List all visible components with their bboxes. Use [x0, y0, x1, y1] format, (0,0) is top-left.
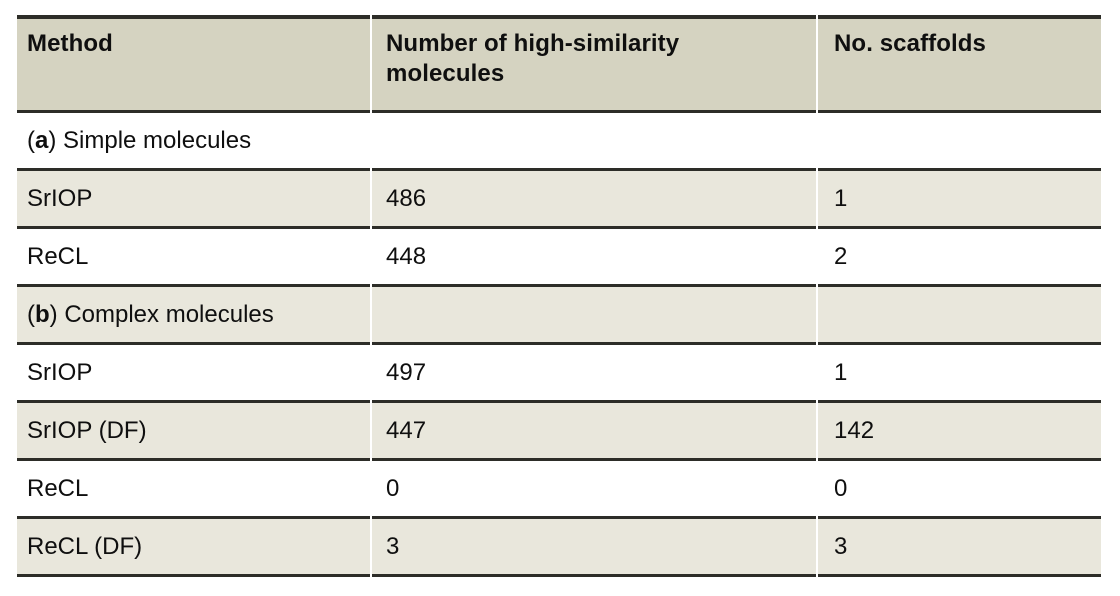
results-table: Method Number of high-similarity molecul…: [15, 15, 1103, 577]
scaffolds-cell: 1: [818, 171, 1101, 229]
column-header-molecules: Number of high-similarity molecules: [372, 15, 816, 113]
table-row: ReCL (DF) 3 3: [17, 519, 1101, 577]
section-b-label-cell: (b) Complex molecules: [17, 287, 370, 345]
method-cell: SrIOP: [17, 171, 370, 229]
column-header-molecules-label: Number of high-similarity molecules: [386, 30, 680, 87]
scaffolds-cell: 3: [818, 519, 1101, 577]
empty-cell: [372, 287, 816, 345]
method-cell: SrIOP (DF): [17, 403, 370, 461]
section-a-label-cell: (a) Simple molecules: [17, 113, 370, 171]
method-cell: ReCL: [17, 461, 370, 519]
results-table-container: Method Number of high-similarity molecul…: [15, 15, 1103, 577]
section-row-a: (a) Simple molecules: [17, 113, 1101, 171]
section-row-b: (b) Complex molecules: [17, 287, 1101, 345]
section-a-open-paren: (: [27, 126, 35, 154]
scaffolds-cell: 2: [818, 229, 1101, 287]
scaffolds-cell: 142: [818, 403, 1101, 461]
section-b-title: ) Complex molecules: [49, 300, 274, 328]
section-b-open-paren: (: [27, 300, 35, 328]
molecules-cell: 0: [372, 461, 816, 519]
molecules-cell: 486: [372, 171, 816, 229]
empty-cell: [818, 113, 1101, 171]
table-row: ReCL 448 2: [17, 229, 1101, 287]
scaffolds-cell: 1: [818, 345, 1101, 403]
column-header-scaffolds: No. scaffolds: [818, 15, 1101, 113]
empty-cell: [372, 113, 816, 171]
table-row: ReCL 0 0: [17, 461, 1101, 519]
method-cell: ReCL (DF): [17, 519, 370, 577]
scaffolds-cell: 0: [818, 461, 1101, 519]
method-cell: ReCL: [17, 229, 370, 287]
header-row: Method Number of high-similarity molecul…: [17, 15, 1101, 113]
method-cell: SrIOP: [17, 345, 370, 403]
column-header-method-label: Method: [27, 30, 113, 57]
column-header-method: Method: [17, 15, 370, 113]
table-row: SrIOP 497 1: [17, 345, 1101, 403]
section-a-title: ) Simple molecules: [48, 126, 252, 154]
molecules-cell: 448: [372, 229, 816, 287]
empty-cell: [818, 287, 1101, 345]
table-row: SrIOP (DF) 447 142: [17, 403, 1101, 461]
table-row: SrIOP 486 1: [17, 171, 1101, 229]
molecules-cell: 3: [372, 519, 816, 577]
section-b-letter: b: [35, 300, 50, 328]
section-a-letter: a: [35, 126, 49, 154]
molecules-cell: 447: [372, 403, 816, 461]
column-header-scaffolds-label: No. scaffolds: [834, 30, 986, 57]
molecules-cell: 497: [372, 345, 816, 403]
